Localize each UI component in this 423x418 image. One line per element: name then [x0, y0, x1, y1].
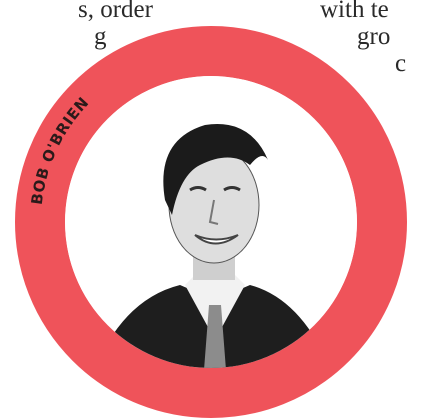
- body-text-line: gro: [357, 23, 390, 50]
- body-text-line: c: [395, 50, 406, 77]
- page: s, order g with te gro c BOB O'BRIEN (()…: [0, 0, 423, 418]
- page-canvas: s, order g with te gro c BOB O'BRIEN: [0, 0, 423, 418]
- body-text-line: g: [94, 23, 107, 50]
- body-text-line: with te: [320, 0, 389, 23]
- body-text-line: s, order: [78, 0, 154, 23]
